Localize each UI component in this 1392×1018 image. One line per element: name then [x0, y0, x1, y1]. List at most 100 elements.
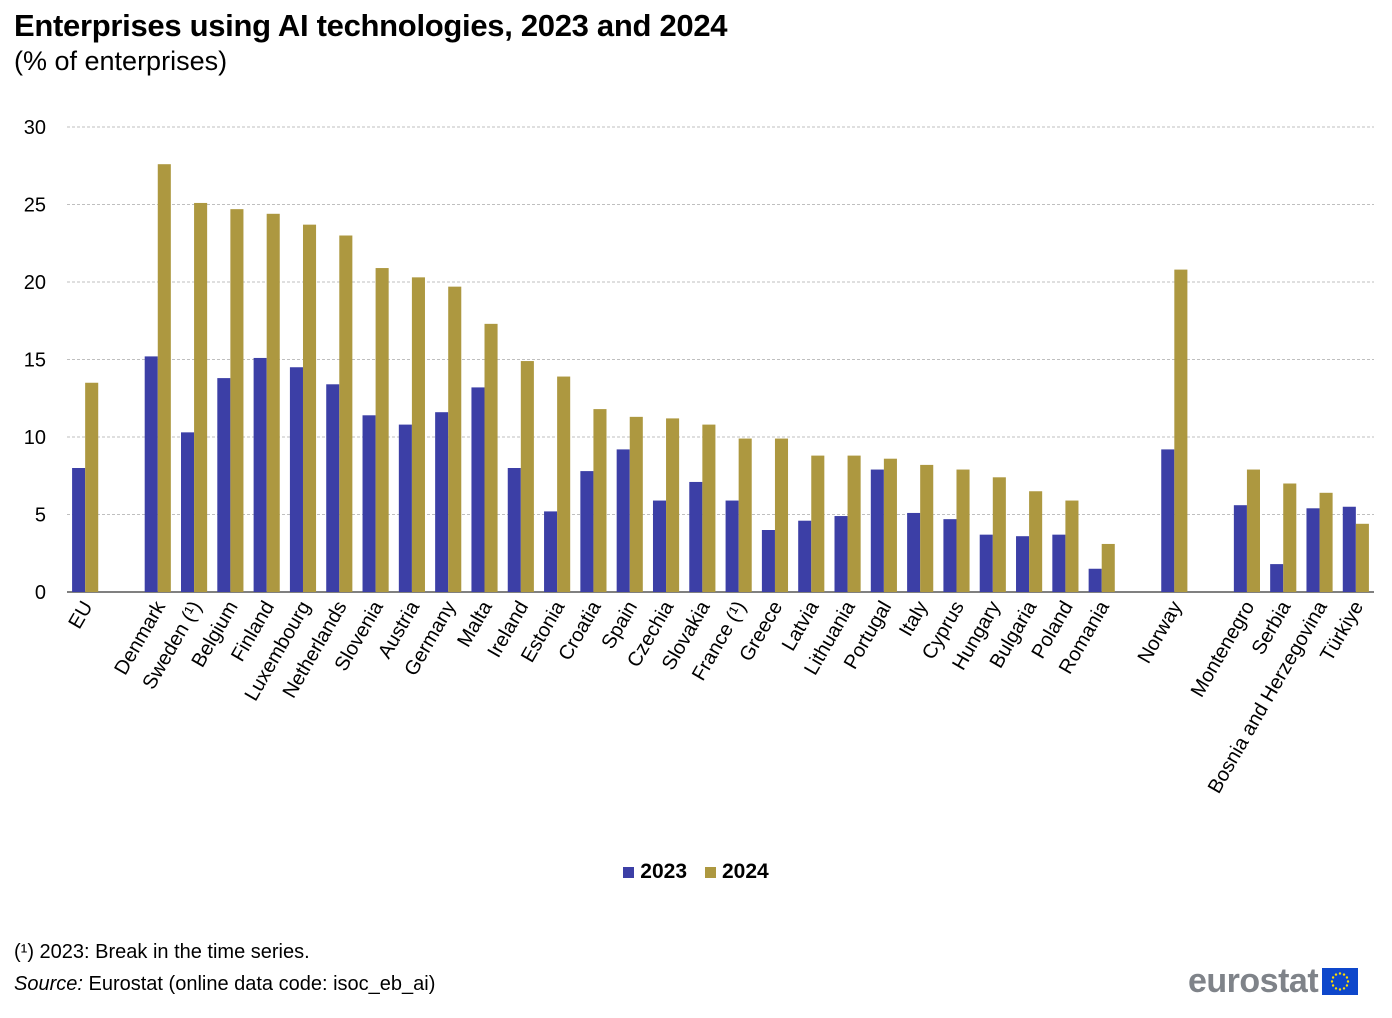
bar-2023-7	[362, 415, 376, 592]
bar-2024-25	[1029, 491, 1043, 592]
bar-2023-0	[72, 468, 86, 592]
chart-title: Enterprises using AI technologies, 2023 …	[14, 8, 728, 43]
bar-2024-9	[448, 286, 462, 592]
legend: 2023 2024	[0, 860, 1392, 884]
y-tick-label-25: 25	[24, 195, 46, 217]
flag-star-icon	[1338, 972, 1342, 975]
x-tick-label-0: EU	[65, 598, 98, 633]
flag-star-icon	[1346, 980, 1350, 983]
bar-2023-16	[689, 481, 703, 592]
legend-label-2024: 2024	[722, 860, 769, 883]
bar-2024-13	[593, 409, 607, 592]
bar-2024-17	[738, 438, 752, 592]
bar-2023-30	[1270, 564, 1284, 592]
x-tick-label-22: Italy	[895, 598, 932, 641]
flag-star-icon	[1334, 987, 1338, 990]
bar-2023-9	[435, 412, 449, 592]
flag-star-icon	[1342, 973, 1346, 976]
y-tick-label-10: 10	[24, 427, 46, 449]
bar-2024-7	[375, 268, 389, 592]
bar-2023-11	[507, 468, 521, 592]
y-tick-label-0: 0	[35, 582, 46, 604]
bar-2024-29	[1246, 469, 1261, 592]
bar-2023-14	[616, 449, 630, 592]
bar-2024-24	[992, 477, 1006, 592]
flag-star-icon	[1338, 988, 1342, 991]
chart-subtitle: (% of enterprises)	[14, 46, 228, 76]
bar-2024-1	[157, 164, 171, 592]
legend-item-2023: 2023	[623, 860, 687, 884]
bar-2023-3	[217, 378, 231, 592]
bar-2023-21	[870, 469, 884, 592]
x-tick-label-29: Montenegro	[1187, 598, 1259, 701]
bar-2023-4	[253, 357, 267, 592]
bar-2024-21	[883, 458, 897, 592]
footnote: (¹) 2023: Break in the time series.	[14, 941, 310, 963]
eurostat-wordmark: eurostat	[1188, 962, 1319, 1000]
bar-2024-32	[1355, 523, 1369, 592]
bar-2024-31	[1319, 492, 1333, 592]
bar-2024-11	[520, 361, 534, 592]
bar-2023-25	[1016, 536, 1030, 592]
bar-2023-20	[834, 516, 848, 592]
bar-2024-2	[194, 202, 208, 592]
bar-2023-5	[289, 367, 303, 592]
legend-item-2024: 2024	[705, 860, 769, 884]
bar-2024-6	[339, 235, 353, 592]
eu-flag-icon	[1322, 968, 1359, 995]
legend-label-2023: 2023	[640, 860, 687, 883]
bar-2024-27	[1101, 543, 1115, 592]
bar-2023-6	[326, 384, 340, 592]
bar-2024-18	[774, 438, 789, 592]
bar-2023-26	[1052, 534, 1066, 592]
bar-2023-19	[798, 520, 812, 592]
bar-2024-23	[956, 469, 970, 592]
eurostat-logo: eurostat	[1188, 962, 1359, 1001]
flag-star-icon	[1334, 973, 1338, 976]
bar-2024-16	[702, 424, 716, 592]
bar-2023-17	[725, 500, 739, 592]
flag-star-icon	[1330, 980, 1334, 983]
bar-2023-13	[580, 471, 594, 592]
x-tick-label-28: Norway	[1134, 598, 1187, 668]
legend-swatch-2023	[623, 866, 635, 878]
bar-2024-0	[85, 382, 99, 592]
bar-2023-22	[907, 512, 921, 592]
y-tick-label-30: 30	[24, 117, 46, 139]
bar-2024-3	[230, 209, 244, 592]
bar-2023-15	[652, 500, 667, 592]
source-label: Source:	[14, 973, 83, 995]
bar-2023-18	[761, 530, 775, 592]
bar-2023-28	[1161, 449, 1175, 592]
bar-2023-10	[471, 387, 485, 592]
bar-2024-19	[811, 455, 825, 592]
bar-2024-26	[1065, 500, 1079, 592]
flag-star-icon	[1332, 976, 1335, 979]
y-tick-label-5: 5	[35, 505, 46, 527]
bar-2023-24	[979, 534, 993, 592]
bar-2023-27	[1088, 568, 1102, 592]
bar-2023-31	[1306, 508, 1320, 592]
bar-2024-15	[666, 418, 680, 592]
bar-2023-32	[1342, 506, 1356, 592]
bar-2023-23	[943, 519, 957, 592]
legend-swatch-2024	[705, 866, 716, 878]
bar-2023-1	[144, 356, 158, 592]
bar-2023-8	[398, 424, 412, 592]
flag-star-icon	[1345, 976, 1349, 979]
bar-2024-8	[411, 277, 425, 592]
bar-2024-20	[847, 455, 861, 592]
y-tick-label-15: 15	[24, 350, 46, 372]
bar-2024-12	[557, 376, 571, 592]
bar-2024-22	[920, 464, 934, 592]
bar-2024-28	[1174, 269, 1188, 592]
bar-2023-2	[180, 432, 195, 592]
bar-2024-10	[484, 323, 498, 592]
y-tick-label-20: 20	[24, 272, 46, 294]
flag-star-icon	[1332, 984, 1335, 987]
bar-2023-29	[1233, 505, 1247, 592]
bar-2024-4	[266, 213, 280, 593]
flag-star-icon	[1342, 987, 1346, 990]
bar-2024-30	[1283, 483, 1297, 592]
